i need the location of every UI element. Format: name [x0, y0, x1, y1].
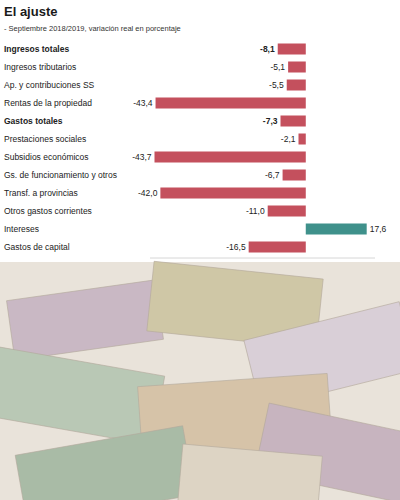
data-label: -16,5 [226, 242, 246, 252]
bar [287, 80, 306, 91]
title: El ajuste [4, 4, 57, 19]
category-label: Otros gastos corrientes [4, 206, 92, 216]
bar [283, 170, 306, 181]
category-label: Gastos de capital [4, 242, 70, 252]
category-label: Rentas de la propiedad [4, 98, 92, 108]
category-label: Subsidios económicos [4, 152, 89, 162]
category-label: Gs. de funcionamiento y otros [4, 170, 117, 180]
banknote [15, 426, 195, 500]
bar [278, 44, 306, 55]
category-label: Gastos totales [4, 116, 63, 126]
data-label: -43,7 [132, 152, 152, 162]
data-label: -5,5 [269, 80, 284, 90]
chart: El ajuste - Septiembre 2018/2019, variaci… [0, 0, 400, 500]
category-label: Ap. y contribuciones SS [4, 80, 95, 90]
photo-background [0, 261, 400, 500]
data-label: -42,0 [138, 188, 158, 198]
bar [306, 224, 367, 235]
axis-line [150, 258, 375, 259]
bars [155, 44, 367, 253]
data-label: -2,1 [281, 134, 296, 144]
data-label: -8,1 [260, 44, 275, 54]
category-label: Ingresos tributarios [4, 62, 76, 72]
bar [268, 206, 306, 217]
data-label: -43,4 [133, 98, 153, 108]
data-label: -6,7 [265, 170, 280, 180]
bar [156, 98, 306, 109]
data-label: -5,1 [270, 62, 285, 72]
category-labels: Ingresos totales Ingresos tributarios Ap. … [4, 44, 117, 252]
bar [160, 188, 305, 199]
bar [155, 152, 306, 163]
category-label: Prestaciones sociales [4, 134, 86, 144]
data-labels: -8,1 -5,1 -5,5 -43,4 -7,3-2,1 -43,7 -6,7 -42,0 -… [132, 44, 386, 252]
bar [249, 242, 306, 253]
data-label: 17,6 [370, 224, 387, 234]
banknote [178, 444, 323, 500]
bar [281, 116, 306, 127]
category-label: Ingresos totales [4, 44, 69, 54]
data-label: -11,0 [246, 206, 265, 216]
bar [299, 134, 306, 145]
banknote [7, 280, 164, 360]
data-label: -7,3 [263, 116, 278, 126]
category-label: Transf. a provincias [4, 188, 78, 198]
bar [288, 62, 306, 73]
category-label: Intereses [4, 224, 39, 234]
subtitle: - Septiembre 2018/2019, variación real e… [4, 24, 181, 33]
